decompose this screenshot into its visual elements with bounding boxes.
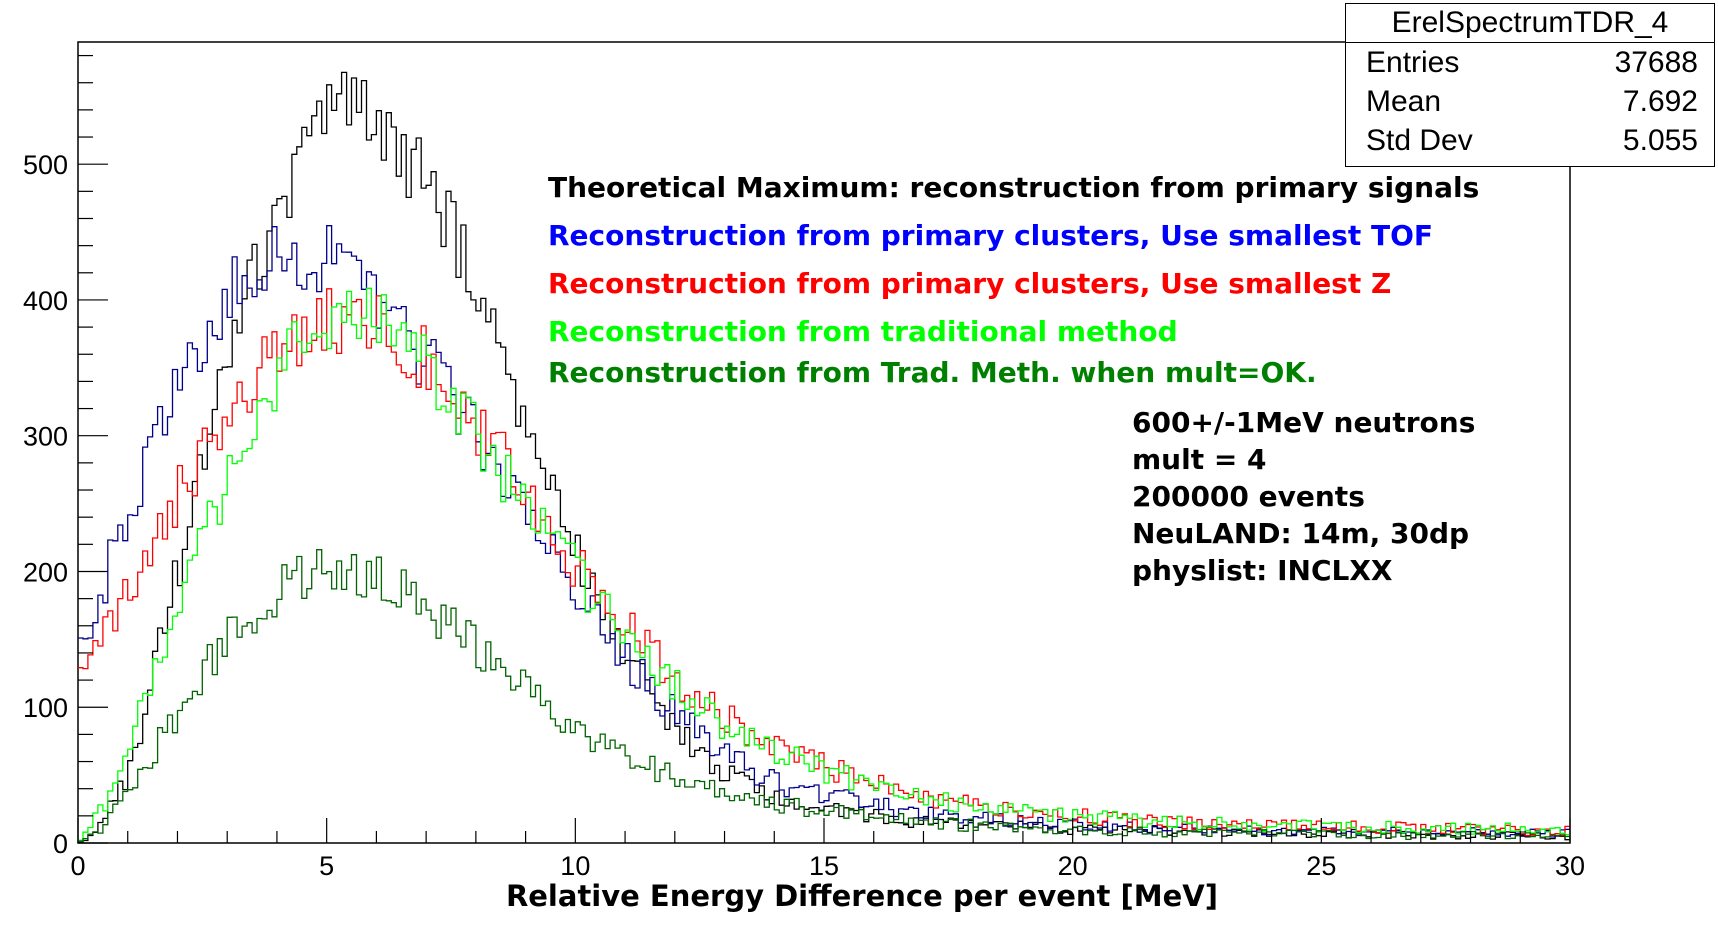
y-tick-label: 0 bbox=[53, 829, 68, 859]
stats-label: Std Dev bbox=[1366, 124, 1473, 157]
y-tick-label: 100 bbox=[23, 693, 68, 723]
x-tick-label: 0 bbox=[70, 851, 85, 881]
axis-ticks bbox=[77, 54, 1571, 844]
info-physlist: physlist: INCLXX bbox=[1132, 554, 1393, 587]
legend: Theoretical Maximum: reconstruction from… bbox=[548, 171, 1479, 389]
y-tick-label: 400 bbox=[23, 286, 68, 316]
legend-entry-smallest-tof: Reconstruction from primary clusters, Us… bbox=[548, 219, 1433, 252]
y-tick-label: 200 bbox=[23, 557, 68, 587]
info-energy: 600+/-1MeV neutrons bbox=[1132, 406, 1475, 439]
legend-entry-smallest-z: Reconstruction from primary clusters, Us… bbox=[548, 267, 1391, 300]
run-info: 600+/-1MeV neutrons mult = 4 200000 even… bbox=[1132, 406, 1475, 587]
info-multiplicity: mult = 4 bbox=[1132, 443, 1267, 476]
stats-label: Mean bbox=[1366, 85, 1442, 118]
stats-row-mean: Mean 7.692 bbox=[1346, 82, 1714, 121]
x-axis-title: Relative Energy Difference per event [Me… bbox=[506, 879, 1218, 913]
info-events: 200000 events bbox=[1132, 480, 1365, 513]
y-tick-label: 300 bbox=[23, 422, 68, 452]
stats-label: Entries bbox=[1366, 46, 1460, 79]
legend-entry-theoretical: Theoretical Maximum: reconstruction from… bbox=[548, 171, 1479, 204]
x-tick-label: 30 bbox=[1555, 851, 1585, 881]
histogram-series bbox=[78, 287, 1570, 841]
y-tick-labels: 0 100 200 300 400 500 bbox=[23, 150, 68, 859]
stats-value: 5.055 bbox=[1622, 124, 1698, 157]
stats-row-std-dev: Std Dev 5.055 bbox=[1346, 121, 1714, 160]
x-tick-label: 25 bbox=[1306, 851, 1336, 881]
stats-box: ErelSpectrumTDR_4 Entries 37688 Mean 7.6… bbox=[1345, 3, 1715, 167]
histogram-series bbox=[78, 288, 1570, 837]
x-tick-label: 10 bbox=[560, 851, 590, 881]
stats-title: ErelSpectrumTDR_4 bbox=[1346, 4, 1714, 43]
info-detector: NeuLAND: 14m, 30dp bbox=[1132, 517, 1469, 550]
legend-entry-traditional: Reconstruction from traditional method bbox=[548, 315, 1178, 348]
histogram-series bbox=[78, 549, 1570, 842]
legend-entry-trad-mult-ok: Reconstruction from Trad. Meth. when mul… bbox=[548, 356, 1317, 389]
stats-value: 37688 bbox=[1614, 46, 1698, 79]
stats-row-entries: Entries 37688 bbox=[1346, 43, 1714, 82]
x-tick-label: 20 bbox=[1058, 851, 1088, 881]
y-tick-label: 500 bbox=[23, 150, 68, 180]
stats-value: 7.692 bbox=[1622, 85, 1698, 118]
x-tick-label: 15 bbox=[809, 851, 839, 881]
x-tick-labels: 0 5 10 15 20 25 30 bbox=[70, 851, 1585, 881]
x-tick-label: 5 bbox=[319, 851, 334, 881]
